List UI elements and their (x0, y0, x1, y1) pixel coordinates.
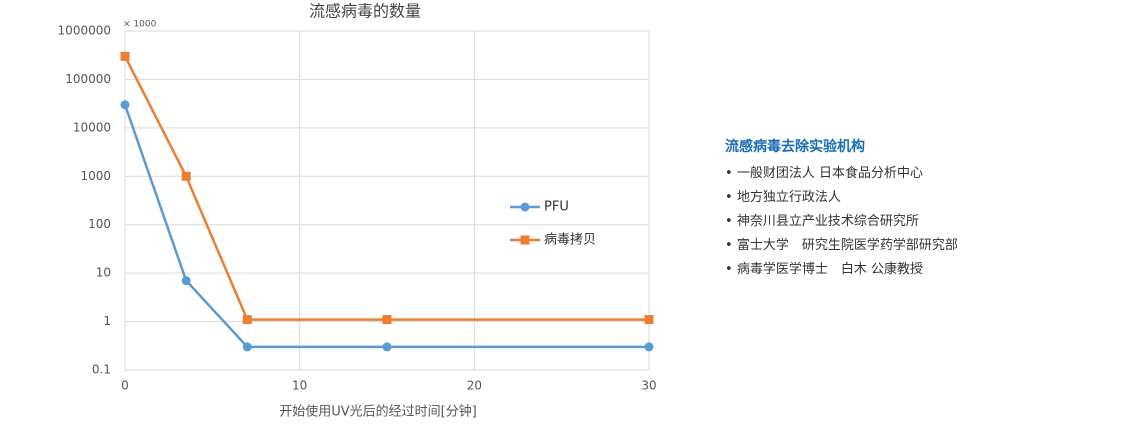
series-line (123, 55, 649, 321)
panel-item: 病毒学医学博士 白木 公康教授 (725, 258, 958, 282)
panel-item: 神奈川县立产业技术综合研究所 (725, 210, 958, 234)
marker (520, 235, 530, 245)
marker (242, 315, 252, 325)
marker (520, 202, 530, 212)
legend-label: 病毒拷贝 (544, 233, 596, 248)
side-panel: 流感病毒去除实验机构 一般财团法人 日本食品分析中心地方独立行政法人神奈川县立产… (725, 136, 958, 282)
y-tick-label: 100 (88, 217, 111, 231)
marker (120, 100, 130, 110)
x-tick-label: 10 (292, 379, 307, 393)
series-line (123, 104, 649, 349)
panel-item: 地方独立行政法人 (725, 186, 958, 210)
marker (120, 51, 130, 61)
panel-item: 一般财团法人 日本食品分析中心 (725, 162, 958, 186)
y-tick-label: 1000 (80, 169, 111, 183)
marker (644, 342, 654, 352)
y-tick-label: 1 (103, 314, 111, 328)
panel-title: 流感病毒去除实验机构 (725, 139, 865, 155)
legend-label: PFU (544, 200, 569, 215)
y-tick-label: 0.1 (92, 363, 111, 377)
panel-item: 富士大学 研究生院医学药学部研究部 (725, 234, 958, 258)
marker (181, 171, 191, 181)
y-tick-label: 10000 (73, 120, 111, 134)
y-unit-note: × 1000 (123, 20, 157, 30)
x-axis-label: 开始使用UV光后的经过时间[分钟] (279, 404, 477, 420)
marker (181, 276, 191, 286)
chart-title: 流感病毒的数量 (309, 2, 421, 21)
panel-list: 一般财团法人 日本食品分析中心地方独立行政法人神奈川县立产业技术综合研究所富士大… (725, 162, 958, 282)
y-tick-label: 100000 (65, 72, 111, 86)
y-tick-label: 10 (96, 266, 111, 280)
x-tick-label: 30 (641, 379, 656, 393)
marker (644, 315, 654, 325)
x-tick-label: 0 (121, 379, 129, 393)
marker (242, 342, 252, 352)
x-tick-label: 20 (467, 379, 482, 393)
marker (382, 342, 392, 352)
marker (382, 315, 392, 325)
y-tick-label: 1000000 (58, 24, 111, 38)
